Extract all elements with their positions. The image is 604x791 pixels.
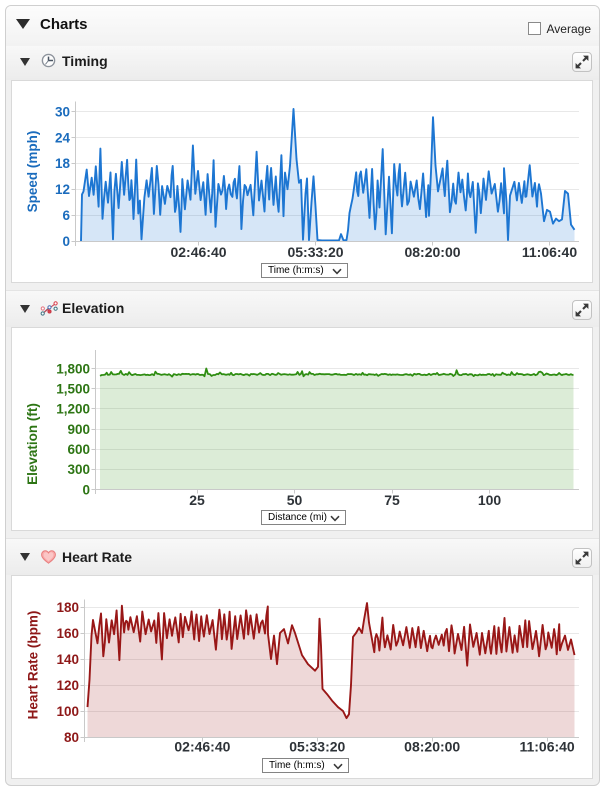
svg-text:24: 24 [55, 130, 71, 145]
svg-text:Heart Rate (bpm): Heart Rate (bpm) [26, 611, 41, 720]
svg-text:180: 180 [56, 600, 79, 615]
svg-text:1,500: 1,500 [56, 381, 90, 396]
svg-text:600: 600 [67, 442, 90, 457]
svg-text:30: 30 [55, 104, 70, 119]
svg-text:160: 160 [56, 626, 79, 641]
svg-text:0: 0 [82, 482, 90, 497]
svg-text:02:46:40: 02:46:40 [174, 739, 230, 755]
svg-text:100: 100 [478, 492, 502, 508]
svg-text:6: 6 [62, 208, 70, 223]
svg-text:80: 80 [64, 730, 79, 745]
svg-text:08:20:00: 08:20:00 [404, 739, 460, 755]
svg-text:100: 100 [56, 704, 79, 719]
svg-text:12: 12 [55, 182, 70, 197]
svg-text:120: 120 [56, 678, 79, 693]
svg-text:900: 900 [67, 422, 90, 437]
svg-text:75: 75 [384, 492, 400, 508]
svg-text:Speed (mph): Speed (mph) [25, 131, 40, 213]
svg-text:140: 140 [56, 652, 79, 667]
svg-text:300: 300 [67, 462, 90, 477]
svg-text:1,200: 1,200 [56, 402, 90, 417]
svg-text:1,800: 1,800 [56, 361, 90, 376]
svg-text:Elevation (ft): Elevation (ft) [25, 403, 40, 485]
svg-text:11:06:40: 11:06:40 [522, 244, 577, 260]
svg-text:05:33:20: 05:33:20 [287, 244, 343, 260]
svg-text:18: 18 [55, 156, 71, 171]
svg-text:0: 0 [62, 234, 70, 249]
svg-text:11:06:40: 11:06:40 [519, 739, 574, 755]
svg-text:05:33:20: 05:33:20 [289, 739, 345, 755]
svg-text:25: 25 [189, 492, 205, 508]
svg-text:08:20:00: 08:20:00 [404, 244, 460, 260]
svg-text:02:46:40: 02:46:40 [170, 244, 226, 260]
svg-text:50: 50 [287, 492, 303, 508]
